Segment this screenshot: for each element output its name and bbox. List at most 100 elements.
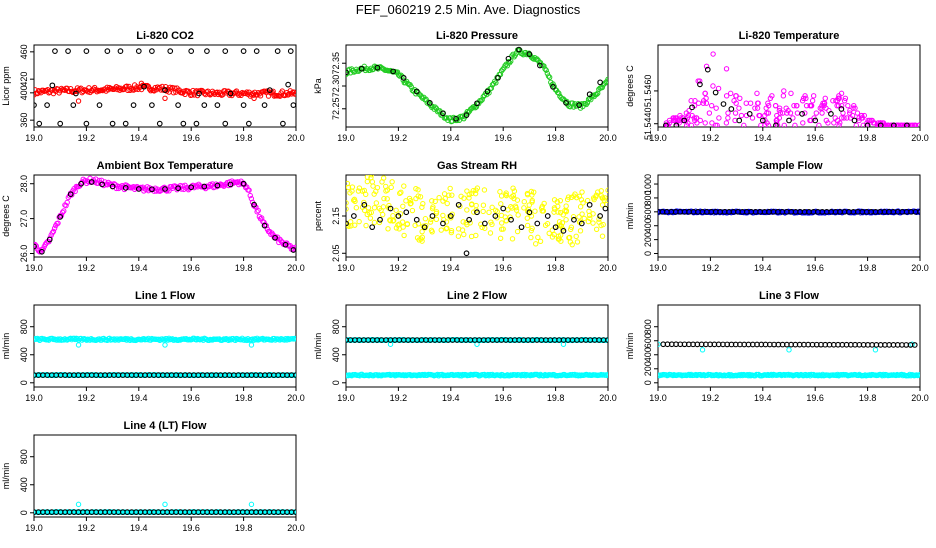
avg-point — [400, 74, 407, 81]
avg-point — [474, 100, 480, 107]
raw-point — [598, 193, 605, 199]
raw-point — [723, 93, 730, 99]
raw-point — [500, 66, 506, 73]
raw-point — [67, 85, 74, 92]
x-tick-label: 19.0 — [337, 393, 355, 403]
raw-point — [574, 239, 581, 245]
raw-point — [346, 222, 351, 228]
avg-point — [453, 115, 459, 122]
x-tick-label: 19.6 — [494, 393, 512, 403]
raw-point — [885, 122, 891, 127]
avg-point — [440, 220, 446, 227]
raw-point — [432, 198, 438, 205]
raw-point — [469, 201, 475, 207]
y-tick-label: 460 — [19, 44, 29, 59]
avg-point — [149, 48, 155, 55]
avg-point — [99, 181, 105, 188]
raw-point — [833, 98, 839, 104]
raw-point — [505, 59, 512, 65]
raw-point — [907, 122, 913, 127]
raw-point — [466, 195, 472, 201]
data-layer — [658, 341, 920, 379]
raw-point — [706, 110, 713, 116]
raw-point — [530, 56, 537, 62]
raw-point — [511, 188, 518, 194]
x-tick-label: 19.8 — [235, 263, 253, 273]
raw-point — [75, 501, 82, 508]
raw-point — [590, 92, 596, 98]
y-tick-label: 200 — [643, 232, 653, 247]
y-axis-label: ml/min — [1, 463, 11, 490]
avg-point — [135, 48, 142, 55]
raw-point — [364, 178, 371, 185]
x-tick-label: 19.8 — [547, 263, 565, 273]
avg-point — [728, 106, 735, 112]
raw-point — [540, 208, 547, 214]
avg-point — [518, 224, 525, 231]
avg-point — [663, 122, 669, 127]
raw-point — [480, 208, 486, 215]
chart-panel: Line 2 Flow ml/min 19.0 19.2 19.4 19.6 19.8 20.… — [313, 290, 617, 403]
data-layer — [34, 175, 296, 255]
raw-point — [83, 337, 90, 343]
raw-point — [64, 199, 70, 206]
raw-point — [409, 207, 416, 214]
raw-point — [497, 235, 504, 241]
raw-point — [749, 115, 756, 121]
y-tick-label: 420 — [19, 72, 29, 87]
raw-point — [813, 110, 820, 116]
raw-point — [733, 93, 739, 99]
avg-point — [282, 241, 289, 248]
raw-point — [397, 190, 403, 196]
raw-point — [383, 183, 389, 190]
raw-point — [841, 98, 848, 104]
raw-point — [776, 115, 783, 121]
avg-point — [578, 220, 585, 227]
avg-point — [390, 68, 397, 75]
raw-point — [478, 98, 484, 104]
avg-point — [681, 117, 688, 124]
x-tick-label: 19.0 — [25, 393, 43, 403]
y-tick-label: 26.0 — [19, 245, 29, 263]
avg-point — [245, 120, 252, 127]
avg-point — [377, 216, 383, 223]
raw-point — [75, 98, 82, 104]
y-axis-label: Licor ppm — [1, 66, 11, 106]
raw-point — [51, 225, 58, 232]
raw-point — [604, 78, 608, 85]
raw-point — [381, 195, 387, 202]
avg-point — [222, 48, 229, 55]
x-tick-label: 19.2 — [702, 393, 720, 403]
raw-point — [473, 232, 479, 239]
data-layer — [658, 208, 920, 216]
chart-title: Line 1 Flow — [135, 290, 195, 302]
raw-point — [432, 104, 438, 110]
chart-panel: Gas Stream RH percent 19.0 19.2 19.4 19.6 19.8… — [313, 160, 617, 273]
avg-point — [201, 102, 208, 108]
raw-point — [842, 95, 849, 102]
avg-point — [122, 120, 129, 127]
raw-point — [604, 372, 608, 379]
chart-panel: Li-820 CO2 Licor ppm 19.0 19.2 19.4 19.6 19.8 2… — [1, 30, 305, 143]
raw-point — [605, 371, 608, 378]
x-tick-label: 20.0 — [287, 393, 305, 403]
y-tick-label: 2.05 — [331, 245, 341, 263]
raw-point — [514, 197, 521, 203]
avg-point — [917, 208, 920, 215]
avg-point — [274, 48, 281, 55]
x-tick-label: 20.0 — [287, 133, 305, 143]
avg-point — [395, 213, 402, 219]
x-tick-label: 19.2 — [78, 393, 96, 403]
avg-point — [673, 122, 680, 127]
avg-point — [704, 66, 711, 73]
raw-point — [393, 207, 399, 213]
raw-point — [557, 209, 564, 216]
x-tick-label: 19.4 — [442, 133, 460, 143]
data-layer — [34, 48, 296, 127]
raw-point — [831, 120, 837, 126]
raw-point — [809, 98, 816, 104]
x-tick-label: 19.0 — [649, 133, 667, 143]
raw-point — [549, 227, 556, 233]
raw-point — [593, 226, 600, 233]
raw-point — [123, 337, 130, 343]
